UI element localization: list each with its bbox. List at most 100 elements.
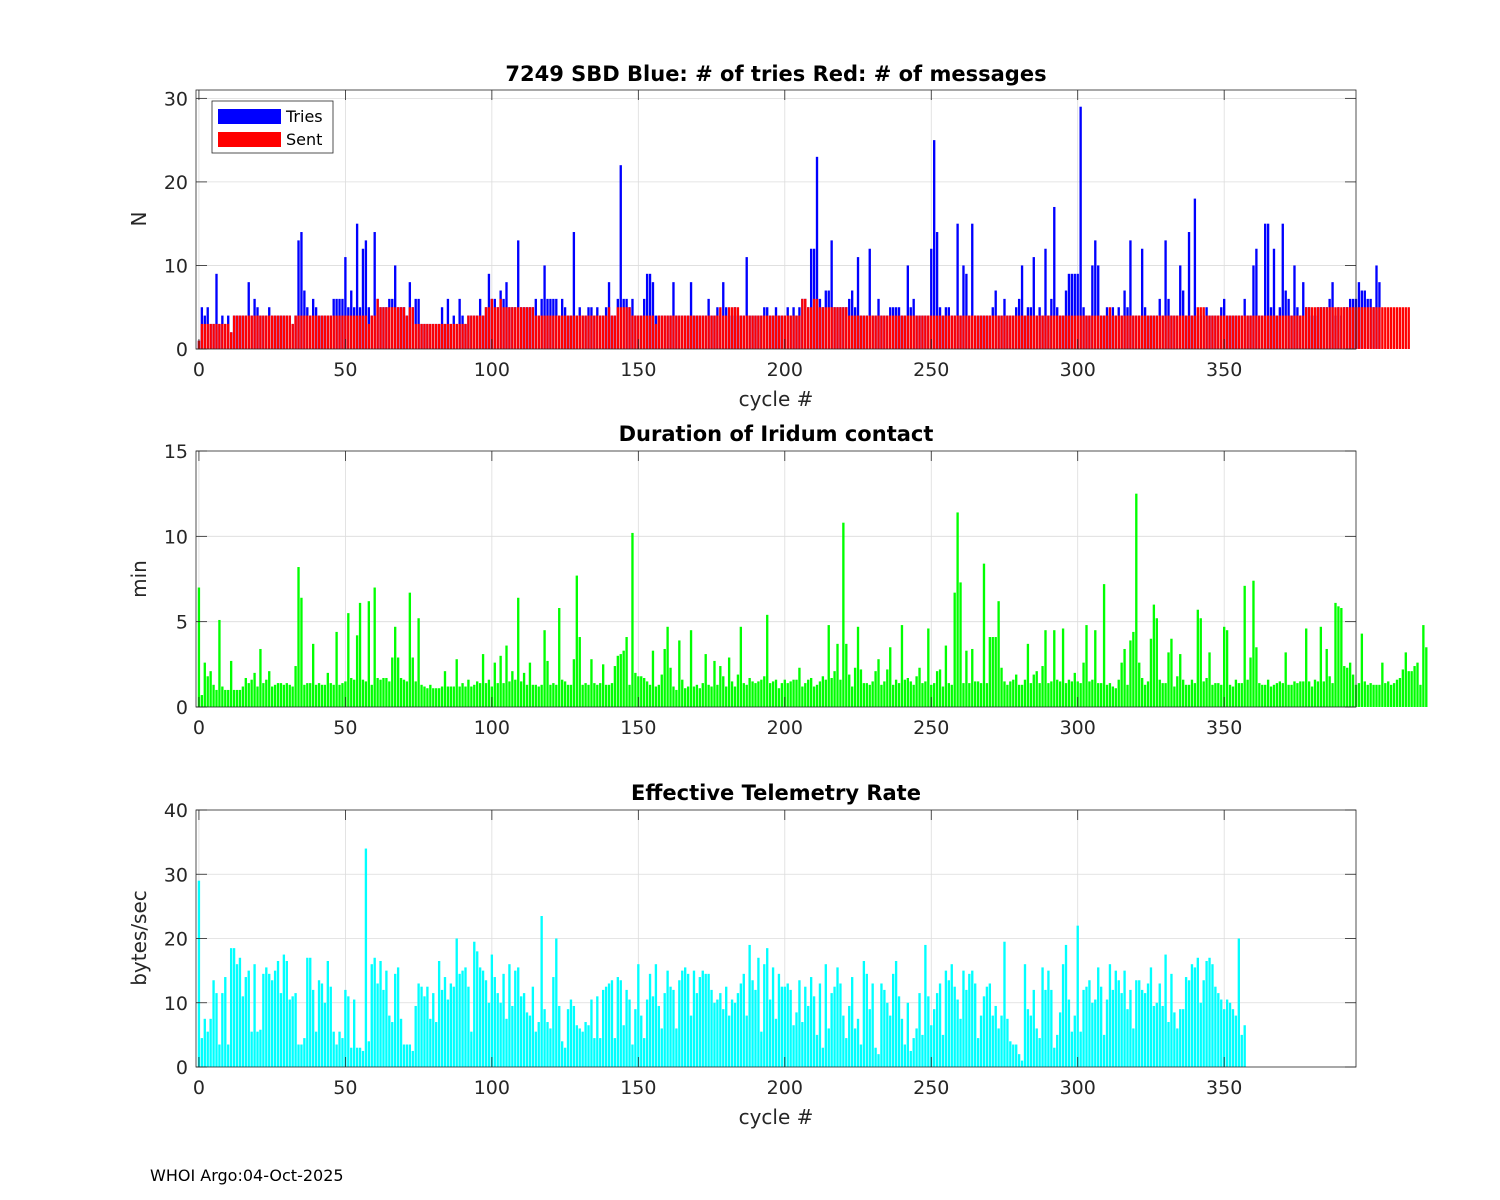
bar-duration xyxy=(1343,666,1346,707)
bar-sent xyxy=(563,315,567,349)
bar-sent xyxy=(1287,315,1290,349)
x-tick-label: 250 xyxy=(913,717,949,739)
bar-duration xyxy=(953,592,956,707)
bar-duration xyxy=(733,686,737,707)
bar-sent xyxy=(590,315,593,349)
bar-duration xyxy=(1058,681,1062,707)
bar-sent xyxy=(997,315,1000,349)
bar-duration xyxy=(1422,625,1425,707)
bar-sent xyxy=(897,315,901,349)
bar-sent xyxy=(780,315,784,349)
bar-duration xyxy=(1120,662,1123,707)
bar-duration xyxy=(1105,684,1109,707)
bar-rate xyxy=(613,1038,617,1067)
bar-sent xyxy=(1316,307,1320,349)
bar-rate xyxy=(719,993,722,1067)
bar-duration xyxy=(1340,608,1343,707)
bar-duration xyxy=(1378,684,1381,707)
bar-rate xyxy=(1000,1015,1003,1067)
bar-sent xyxy=(965,315,968,349)
bar-sent xyxy=(1217,315,1220,349)
bar-rate xyxy=(560,1041,564,1067)
bar-rate xyxy=(1205,960,1208,1067)
bar-sent xyxy=(385,307,388,349)
bar-duration xyxy=(221,686,224,707)
bar-sent xyxy=(332,315,335,349)
x-tick-label: 300 xyxy=(1060,359,1096,381)
bar-rate xyxy=(783,986,786,1067)
bar-rate xyxy=(941,1034,945,1068)
bar-tries xyxy=(414,298,417,349)
bar-duration xyxy=(569,684,573,707)
x-tick-label: 200 xyxy=(767,717,803,739)
bar-duration xyxy=(1047,683,1050,707)
bar-duration xyxy=(253,672,256,707)
y-axis-label: min xyxy=(127,560,151,598)
bar-rate xyxy=(1123,970,1126,1068)
bar-sent xyxy=(1123,315,1126,349)
bar-duration xyxy=(294,666,297,707)
bar-sent xyxy=(496,307,499,349)
bar-duration xyxy=(880,684,883,707)
bar-duration xyxy=(476,681,479,707)
bar-rate xyxy=(449,983,453,1067)
bar-duration xyxy=(1205,677,1208,707)
bar-duration xyxy=(1325,648,1328,707)
bar-sent xyxy=(1211,315,1214,349)
bar-rate xyxy=(396,967,400,1067)
bar-sent xyxy=(1053,315,1056,349)
bar-sent xyxy=(669,315,672,349)
bar-rate xyxy=(484,980,488,1067)
bar-rate xyxy=(1058,1012,1062,1067)
bar-sent xyxy=(1275,315,1279,349)
bar-sent xyxy=(309,315,312,349)
bar-sent xyxy=(988,315,992,349)
bar-sent xyxy=(458,323,461,349)
bar-sent xyxy=(947,315,950,349)
bar-duration xyxy=(809,677,813,707)
bar-duration xyxy=(455,659,458,707)
bar-sent xyxy=(1170,315,1173,349)
bar-sent xyxy=(924,315,927,349)
bar-sent xyxy=(1369,307,1372,349)
bar-duration xyxy=(1129,640,1132,707)
bar-sent xyxy=(391,307,394,349)
y-tick-label: 0 xyxy=(176,339,188,361)
bar-rate xyxy=(599,1038,602,1067)
bar-rate xyxy=(490,954,494,1067)
bar-rate xyxy=(1091,1002,1094,1067)
bar-tries xyxy=(417,298,420,349)
bar-duration xyxy=(1094,630,1097,707)
duration-chart: 0 50 100 150 200 250 300 350 0 5 10 15 Duration of … xyxy=(127,422,1428,739)
bar-duration xyxy=(815,684,819,707)
bar-duration xyxy=(1199,618,1202,707)
bar-sent xyxy=(953,315,956,349)
bar-sent xyxy=(437,323,441,349)
bar-duration xyxy=(417,618,420,707)
bar-sent xyxy=(370,315,373,349)
bar-sent xyxy=(944,315,948,349)
bar-rate xyxy=(982,996,986,1067)
bar-rate xyxy=(643,1038,646,1067)
bar-rate xyxy=(1138,980,1141,1067)
bar-sent xyxy=(933,315,936,349)
bar-sent xyxy=(798,315,801,349)
bar-duration xyxy=(587,684,590,707)
bar-duration xyxy=(399,677,403,707)
chart-title: Effective Telemetry Rate xyxy=(631,781,921,805)
bar-sent xyxy=(865,315,868,349)
bar-duration xyxy=(1255,647,1258,707)
y-tick-label: 30 xyxy=(164,864,188,886)
y-tick-label: 5 xyxy=(176,612,188,634)
bar-sent xyxy=(1351,307,1355,349)
bar-rate xyxy=(877,1054,880,1067)
bar-sent xyxy=(827,307,830,349)
bar-sent xyxy=(499,298,502,349)
bar-sent xyxy=(1363,307,1366,349)
bar-rate xyxy=(842,1015,845,1067)
bar-sent xyxy=(1331,307,1334,349)
bar-sent xyxy=(1258,315,1261,349)
bar-rate xyxy=(865,973,868,1067)
y-tick-label: 40 xyxy=(164,800,188,822)
bar-sent xyxy=(215,323,218,349)
